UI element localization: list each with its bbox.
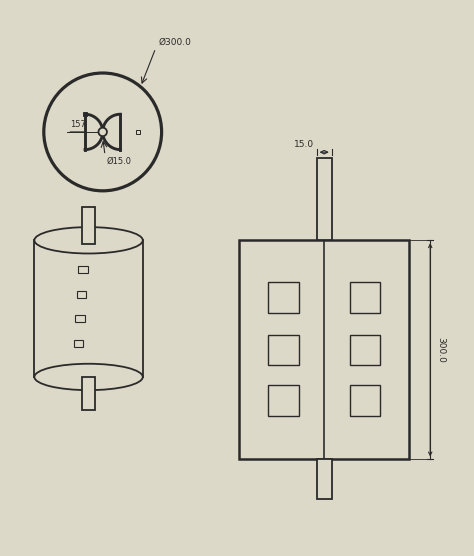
Bar [239, 240, 409, 459]
Text: 157.0: 157.0 [70, 120, 93, 129]
Text: 300.0: 300.0 [436, 337, 445, 363]
Bar [349, 385, 380, 415]
Bar [268, 335, 299, 365]
Bar [136, 130, 140, 133]
Polygon shape [85, 114, 103, 150]
Polygon shape [103, 114, 120, 150]
Bar [268, 282, 299, 312]
Bar [317, 158, 332, 240]
Bar [75, 315, 85, 322]
Bar [78, 266, 88, 274]
Bar [349, 335, 380, 365]
Circle shape [99, 128, 107, 136]
Bar [349, 282, 380, 312]
Text: Ø300.0: Ø300.0 [158, 38, 191, 47]
Ellipse shape [35, 364, 143, 390]
Ellipse shape [35, 227, 143, 254]
Text: Ø15.0: Ø15.0 [107, 157, 131, 166]
Circle shape [44, 73, 162, 191]
Bar [74, 340, 83, 347]
Text: 15.0: 15.0 [294, 140, 314, 150]
Bar [77, 291, 86, 298]
Bar [317, 459, 332, 499]
Bar [268, 385, 299, 415]
Bar [82, 207, 95, 244]
Bar [82, 112, 87, 116]
Bar [82, 377, 95, 410]
